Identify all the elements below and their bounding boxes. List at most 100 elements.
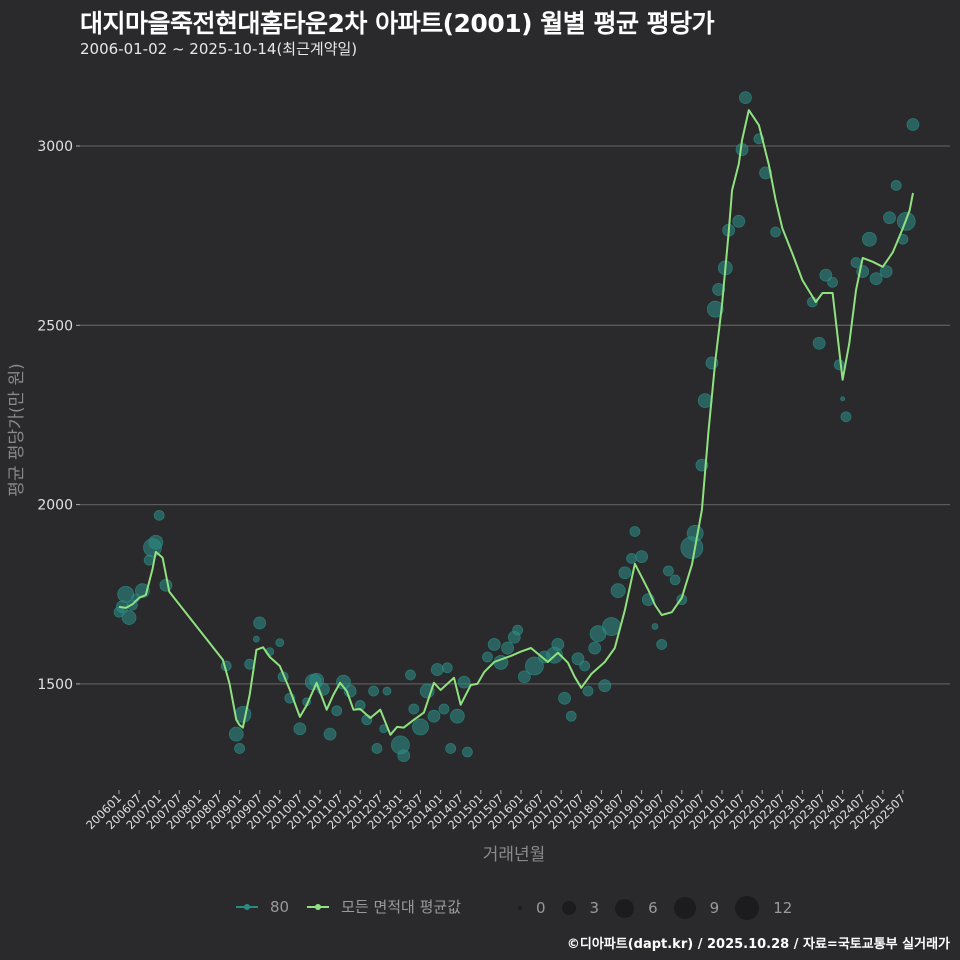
data-bubble: [293, 722, 307, 736]
data-bubble: [457, 675, 471, 689]
data-bubble: [397, 749, 411, 763]
data-bubble: [883, 211, 896, 225]
data-bubble: [635, 550, 648, 563]
data-bubble: [441, 662, 453, 674]
data-bubble: [827, 276, 838, 288]
data-bubble: [862, 231, 877, 247]
data-bubble: [906, 118, 920, 131]
data-bubble: [408, 703, 420, 715]
data-bubble: [228, 726, 244, 742]
legend-label: 80: [270, 897, 290, 916]
gridlines: [80, 145, 950, 685]
circle-icon: [561, 901, 576, 915]
x-axis-title: 거래년월: [483, 845, 546, 865]
data-bubble: [461, 746, 473, 758]
data-bubble: [427, 709, 441, 723]
line-marker-icon: [307, 903, 330, 910]
size-legend-item: 6: [615, 898, 658, 918]
data-bubble: [487, 638, 501, 651]
data-bubble: [840, 396, 845, 402]
data-bubble: [558, 691, 571, 705]
data-bubble: [598, 679, 612, 693]
data-bubble: [445, 743, 457, 754]
data-bubble: [588, 641, 602, 655]
data-bubble: [626, 552, 637, 564]
scatter-bubbles: [113, 91, 920, 763]
data-bubble: [159, 578, 173, 592]
x-axis: 2006012006072007012007072008012008072009…: [83, 790, 908, 832]
data-bubble: [579, 660, 591, 672]
data-bubble: [405, 669, 416, 681]
data-bubble: [438, 703, 450, 715]
data-bubble: [482, 651, 493, 663]
data-bubble: [551, 638, 565, 651]
data-bubble: [430, 663, 444, 676]
data-bubble: [252, 635, 260, 643]
chart-subtitle: 2006-01-02 ~ 2025-10-14(최근계약일): [80, 40, 358, 58]
y-axis: 1500 2000 2500 3000: [37, 139, 80, 693]
size-legend-item: 9: [673, 897, 719, 919]
data-bubble: [663, 565, 674, 577]
data-bubble: [331, 705, 343, 717]
y-tick-label: 2500: [37, 318, 73, 334]
y-axis-title: 평균 평당가(만 원): [7, 363, 27, 497]
size-legend-item: 12: [735, 896, 792, 920]
data-bubble: [686, 524, 704, 542]
data-bubble: [354, 700, 366, 711]
data-bubble: [565, 710, 577, 722]
data-bubble: [732, 214, 746, 228]
data-bubble: [368, 685, 380, 697]
data-bubble: [234, 743, 246, 754]
data-bubble: [571, 652, 585, 666]
data-bubble: [819, 268, 833, 282]
circle-icon: [673, 897, 696, 919]
data-bubble: [602, 617, 621, 636]
size-legend-item: 0: [518, 899, 546, 917]
circle-icon: [518, 906, 522, 910]
y-tick-label: 1500: [37, 677, 73, 693]
data-bubble: [517, 670, 531, 684]
data-bubble: [833, 359, 845, 371]
line-marker-icon: [236, 903, 258, 910]
data-bubble: [890, 180, 902, 191]
data-bubble: [651, 623, 659, 630]
data-bubble: [812, 336, 826, 350]
data-bubble: [512, 624, 524, 636]
size-legend: 0 3 6 9 12: [518, 896, 808, 920]
data-bubble: [770, 226, 781, 238]
size-legend-item: 3: [561, 899, 599, 917]
series-legend: 80 모든 면적대 평균값: [236, 896, 479, 917]
legend-label: 모든 면적대 평균값: [341, 898, 462, 916]
data-bubble: [879, 265, 893, 278]
data-bubble: [275, 638, 285, 648]
data-bubble: [253, 616, 267, 630]
data-bubble: [869, 272, 883, 286]
legend-item-80[interactable]: 80: [236, 898, 289, 916]
data-bubble: [656, 639, 668, 650]
data-bubble: [323, 727, 337, 741]
data-bubble: [153, 509, 165, 521]
data-bubble: [669, 574, 681, 586]
data-bubble: [739, 91, 752, 104]
data-bubble: [618, 566, 632, 580]
data-bubble: [525, 656, 544, 676]
data-bubble: [121, 610, 137, 625]
data-bubble: [382, 686, 392, 696]
data-bubble: [759, 166, 772, 180]
chart-title: 대지마을죽전현대홈타운2차 아파트(2001) 월별 평균 평당가: [80, 9, 715, 38]
data-bubble: [148, 534, 164, 550]
circle-icon: [615, 898, 635, 918]
data-bubble: [449, 708, 465, 724]
data-bubble: [582, 685, 594, 697]
y-tick-label: 2000: [37, 498, 73, 514]
circle-icon: [735, 896, 760, 920]
data-bubble: [840, 411, 852, 423]
data-bubble: [371, 743, 383, 754]
y-tick-label: 3000: [37, 139, 73, 155]
data-bubble: [610, 583, 626, 599]
data-bubble: [412, 718, 429, 736]
data-bubble: [629, 526, 641, 537]
data-bubble: [712, 283, 726, 296]
legend-item-average[interactable]: 모든 면적대 평균값: [307, 896, 461, 917]
